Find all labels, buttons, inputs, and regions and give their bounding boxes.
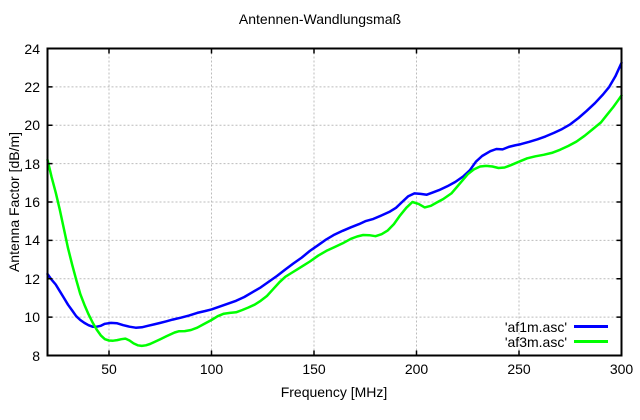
- series-line-0: [46, 61, 623, 329]
- chart-title: Antennen-Wandlungsmaß: [238, 11, 402, 27]
- legend-item-1: 'af3m.asc': [504, 333, 608, 350]
- legend-label: 'af1m.asc': [504, 318, 567, 335]
- x-tick-label: 100: [199, 361, 224, 377]
- x-tick-label: 300: [609, 361, 634, 377]
- y-tick-label: 20: [24, 117, 40, 134]
- legend-line-swatch: [574, 340, 608, 343]
- legend-label: 'af3m.asc': [504, 333, 567, 350]
- y-tick-label: 12: [24, 270, 40, 287]
- y-tick-label: 14: [24, 232, 40, 249]
- legend-item-0: 'af1m.asc': [504, 318, 608, 335]
- y-tick-label: 24: [24, 40, 40, 57]
- plot-border: [46, 47, 623, 357]
- y-tick-label: 8: [32, 347, 40, 364]
- y-tick-label: 22: [24, 78, 40, 95]
- legend-line-swatch: [574, 325, 608, 328]
- legend: 'af1m.asc''af3m.asc': [504, 318, 608, 350]
- y-tick-label: 10: [24, 309, 40, 326]
- x-tick-label: 50: [101, 361, 117, 377]
- y-tick-label: 16: [24, 194, 40, 210]
- y-axis-label: Antenna Factor [dB/m]: [6, 131, 22, 273]
- series-line-1: [46, 94, 623, 348]
- y-tick-label: 18: [24, 155, 40, 172]
- x-tick-label: 200: [404, 361, 429, 377]
- x-tick-label: 150: [302, 361, 326, 377]
- x-tick-label: 250: [507, 361, 531, 377]
- x-axis-label: Frequency [MHz]: [280, 384, 388, 400]
